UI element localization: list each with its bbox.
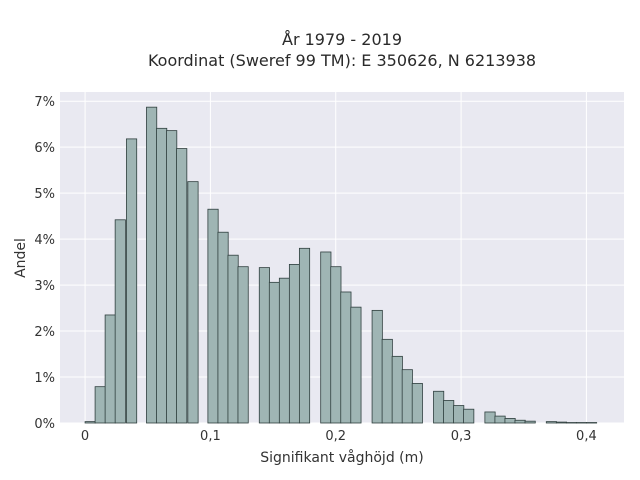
y-tick-label: 5% xyxy=(34,187,55,202)
y-tick-label: 7% xyxy=(34,95,55,110)
histogram-bar xyxy=(146,106,158,424)
histogram-bar xyxy=(156,127,168,424)
histogram-bar xyxy=(433,390,445,424)
histogram-bar xyxy=(104,314,116,424)
histogram-bar xyxy=(350,306,362,424)
histogram-bar xyxy=(514,419,526,424)
histogram-bar xyxy=(401,369,413,424)
histogram-bar xyxy=(411,383,423,424)
y-tick-label: 1% xyxy=(34,371,55,386)
y-tick-label: 0% xyxy=(34,417,55,432)
histogram-bar xyxy=(207,208,219,424)
x-tick-label: 0,1 xyxy=(200,429,221,444)
histogram-bar xyxy=(278,277,291,424)
histogram-bar xyxy=(453,405,465,424)
histogram-bar xyxy=(524,420,536,424)
histogram-bar xyxy=(166,130,178,424)
histogram-bar xyxy=(187,181,199,424)
x-tick-label: 0,4 xyxy=(576,429,597,444)
histogram-bar xyxy=(320,251,332,424)
histogram-bar xyxy=(463,408,475,424)
x-tick-label: 0,2 xyxy=(325,429,346,444)
histogram-bar xyxy=(504,417,516,424)
histogram-bar xyxy=(545,421,557,424)
histogram-bar xyxy=(176,148,188,424)
histogram-bar xyxy=(217,231,229,424)
histogram-bar xyxy=(340,291,352,424)
y-tick-label: 6% xyxy=(34,141,55,156)
histogram-bar xyxy=(114,219,126,424)
histogram-bar xyxy=(94,386,106,424)
histogram-bar xyxy=(126,138,138,424)
histogram-bar xyxy=(237,266,249,424)
histogram-bar xyxy=(391,355,403,424)
histogram-bar xyxy=(288,263,301,424)
y-tick-label: 3% xyxy=(34,279,55,294)
histogram-bar xyxy=(371,309,383,424)
y-tick-labels: 0% 1% 2% 3% 4% 5% 6% 7% xyxy=(34,95,55,432)
histogram-bar xyxy=(494,415,506,424)
histogram-bar xyxy=(381,338,393,424)
chart-subtitle: Koordinat (Sweref 99 TM): E 350626, N 62… xyxy=(148,51,536,70)
y-axis-label: Andel xyxy=(13,238,29,278)
histogram-bar xyxy=(330,266,342,424)
histogram-bar xyxy=(227,254,239,424)
histogram-bar xyxy=(258,267,270,424)
histogram-bar xyxy=(484,411,496,424)
y-tick-label: 2% xyxy=(34,325,55,340)
x-tick-label: 0,3 xyxy=(451,429,472,444)
histogram-bar xyxy=(298,247,311,424)
histogram-bar xyxy=(555,421,568,424)
bars xyxy=(84,106,598,424)
histogram-bar xyxy=(575,422,588,424)
x-tick-labels: 0 0,1 0,2 0,3 0,4 xyxy=(81,429,597,444)
histogram-bar xyxy=(565,422,578,424)
histogram-bar xyxy=(586,422,598,424)
y-tick-label: 4% xyxy=(34,233,55,248)
x-tick-label: 0 xyxy=(81,429,89,444)
histogram-bar xyxy=(268,281,280,424)
histogram-bar xyxy=(84,421,96,424)
histogram-bar xyxy=(443,400,455,424)
x-axis-label: Signifikant våghöjd (m) xyxy=(260,449,423,466)
chart-title: År 1979 - 2019 xyxy=(282,30,402,49)
